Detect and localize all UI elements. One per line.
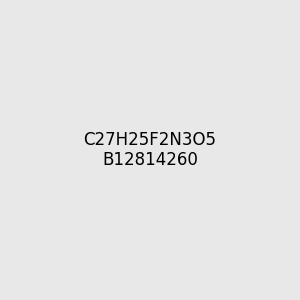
Text: C27H25F2N3O5
B12814260: C27H25F2N3O5 B12814260 — [83, 130, 217, 170]
